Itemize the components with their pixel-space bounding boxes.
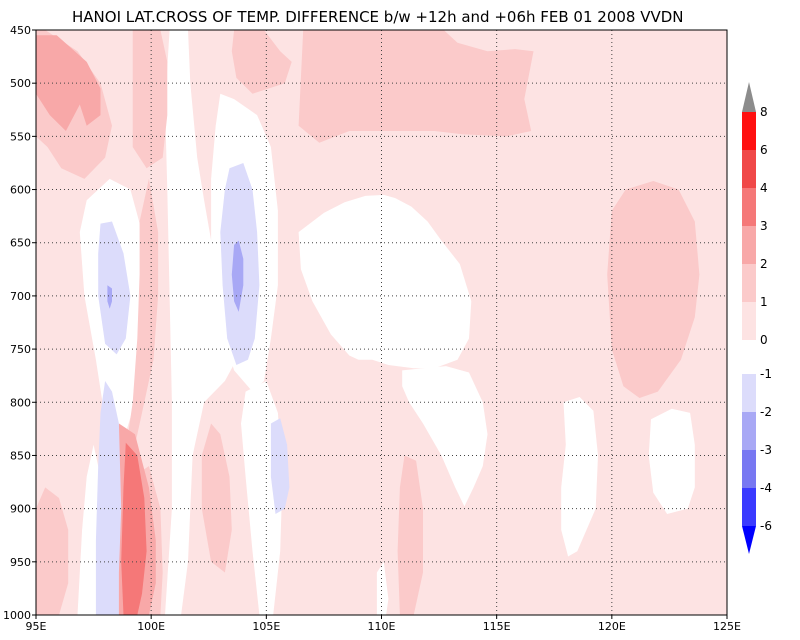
contour-region-white bbox=[648, 408, 695, 514]
contour-region-warm-1 bbox=[376, 30, 419, 110]
x-tick-label: 115E bbox=[483, 620, 511, 633]
grid bbox=[36, 30, 727, 615]
contour-region-warm-1 bbox=[132, 30, 168, 169]
colorbar-max-arrow bbox=[742, 82, 756, 112]
contour-region-cool-2 bbox=[231, 240, 244, 312]
colorbar-box-cool bbox=[742, 488, 756, 526]
y-axis: 450 500 550 600 650 700 750 800 850 900 950 1000 bbox=[3, 24, 36, 622]
y-tick-label: 950 bbox=[10, 556, 31, 569]
colorbar-label: 0 bbox=[760, 333, 768, 347]
contour-region-warm-1 bbox=[231, 30, 292, 94]
colorbar-box-cool bbox=[742, 450, 756, 488]
x-tick-label: 125E bbox=[713, 620, 741, 633]
contour-region-warm-1 bbox=[123, 178, 159, 467]
colorbar-label: -2 bbox=[760, 405, 772, 419]
x-tick-label: 110E bbox=[368, 620, 396, 633]
colorbar-label: 6 bbox=[760, 143, 768, 157]
colorbar-box-warm bbox=[742, 226, 756, 264]
colorbar-box-warm bbox=[742, 264, 756, 302]
contour-region-cool-1 bbox=[95, 381, 122, 615]
contour-region-warm-3 bbox=[121, 442, 147, 615]
x-tick-label: 95E bbox=[26, 620, 47, 633]
colorbar-label: -4 bbox=[760, 481, 772, 495]
contour-fills bbox=[36, 30, 700, 615]
x-axis: 95E 100E 105E 110E 115E 120E 125E bbox=[26, 615, 741, 633]
colorbar-label: 2 bbox=[760, 257, 768, 271]
colorbar-box-warm bbox=[742, 112, 756, 150]
y-tick-label: 850 bbox=[10, 449, 31, 462]
contour-region-warm-1 bbox=[607, 181, 700, 398]
y-tick-label: 1000 bbox=[3, 609, 31, 622]
y-tick-label: 450 bbox=[10, 24, 31, 37]
x-tick-label: 120E bbox=[598, 620, 626, 633]
y-tick-label: 750 bbox=[10, 343, 31, 356]
chart-title: HANOI LAT.CROSS OF TEMP. DIFFERENCE b/w … bbox=[72, 8, 684, 26]
colorbar-box-cool bbox=[742, 412, 756, 450]
contour-region-white bbox=[561, 397, 598, 557]
y-tick-label: 900 bbox=[10, 503, 31, 516]
contour-region-cool-1 bbox=[98, 221, 131, 355]
y-tick-label: 700 bbox=[10, 290, 31, 303]
colorbar: 8 6 4 3 2 1 0 -1 -2 -3 -4 -6 bbox=[742, 82, 772, 554]
colorbar-min-arrow bbox=[742, 526, 756, 554]
contour-region-white bbox=[165, 30, 237, 615]
contour-region-warm-1 bbox=[36, 540, 50, 605]
colorbar-label: 3 bbox=[760, 219, 768, 233]
colorbar-label: 8 bbox=[760, 105, 768, 119]
contour-region-white bbox=[298, 194, 472, 369]
colorbar-label: -3 bbox=[760, 443, 772, 457]
colorbar-label: 4 bbox=[760, 181, 768, 195]
x-tick-label: 105E bbox=[252, 620, 280, 633]
x-tick-label: 100E bbox=[137, 620, 165, 633]
y-tick-label: 650 bbox=[10, 237, 31, 250]
contour-region-white bbox=[376, 561, 389, 615]
contour-region-warm-1 bbox=[201, 423, 232, 573]
contour-region-cool-1 bbox=[270, 418, 290, 514]
colorbar-box-cool bbox=[742, 374, 756, 412]
y-tick-label: 600 bbox=[10, 184, 31, 197]
colorbar-label: -6 bbox=[760, 519, 772, 533]
y-tick-label: 500 bbox=[10, 77, 31, 90]
contour-region-cool-2 bbox=[107, 285, 112, 309]
y-tick-label: 550 bbox=[10, 130, 31, 143]
colorbar-box-warm bbox=[742, 150, 756, 188]
colorbar-label: 1 bbox=[760, 295, 768, 309]
y-tick-label: 800 bbox=[10, 396, 31, 409]
colorbar-label: -1 bbox=[760, 367, 772, 381]
contour-region-warm-1 bbox=[397, 455, 423, 615]
colorbar-box-warm bbox=[742, 188, 756, 226]
contour-region-white bbox=[402, 366, 488, 507]
colorbar-box-warm bbox=[742, 302, 756, 340]
